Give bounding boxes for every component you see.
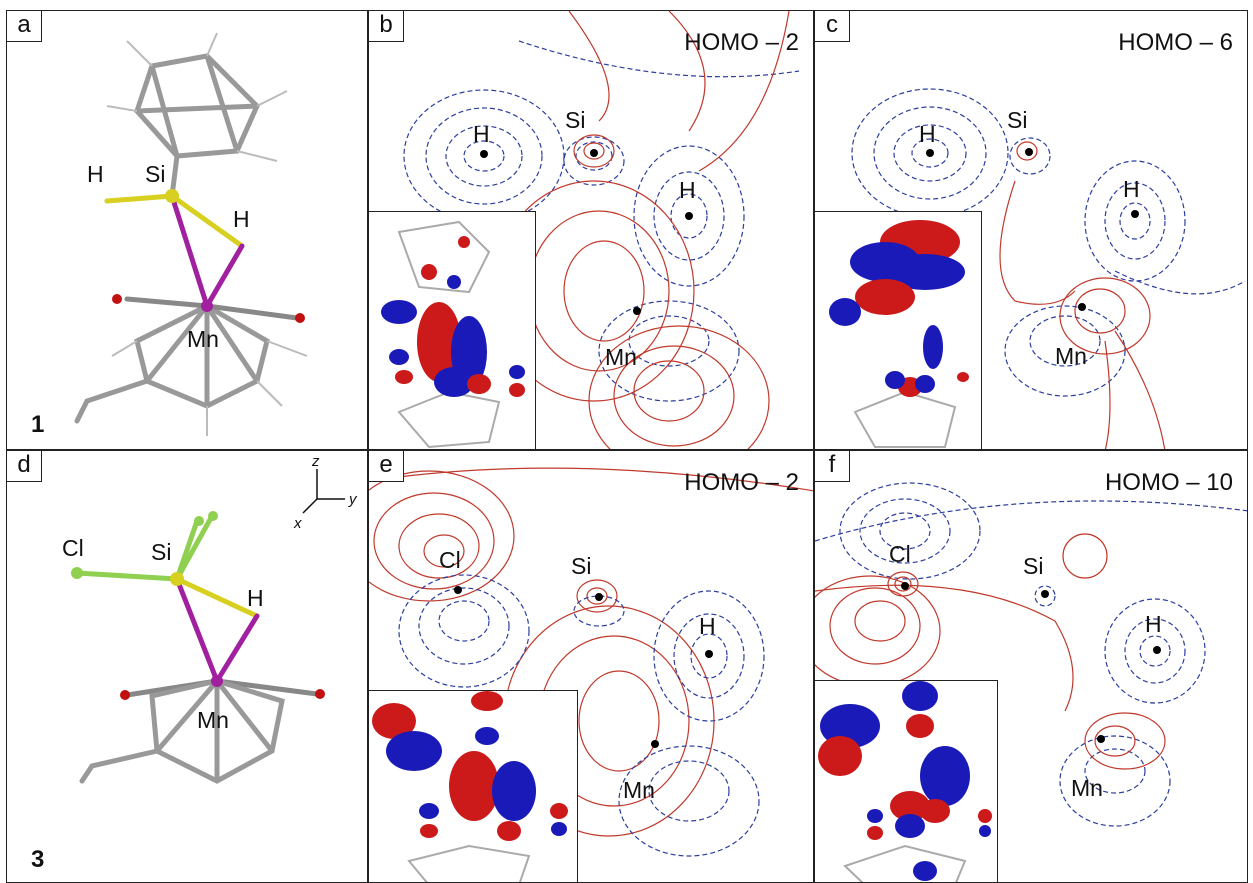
orbital-isosurface-inset <box>815 680 998 882</box>
atom-label-h: H <box>1145 611 1162 637</box>
panel-label: b <box>369 11 404 42</box>
panel-e: e HOMO – 2 Cl Si H Mn <box>368 450 814 883</box>
axis-label-y: y <box>349 491 357 508</box>
panel-label: c <box>815 11 850 42</box>
panel-d: d z y x Cl Si H Mn 3 <box>6 450 368 883</box>
axis-label-x: x <box>294 515 302 532</box>
atom-label-si: Si <box>145 161 166 187</box>
panel-label: d <box>7 451 42 482</box>
molecule-structure-1 <box>74 32 308 436</box>
panel-f: f HOMO – 10 Cl Si H Mn <box>814 450 1248 883</box>
atom-label-cl: Cl <box>62 535 84 561</box>
atom-label-h2: H <box>679 177 696 203</box>
atom-label-h1: H <box>473 121 490 147</box>
atom-label-mn: Mn <box>1055 343 1087 369</box>
compound-number: 1 <box>31 411 45 438</box>
panel-b: b HOMO – 2 H Si H Mn <box>368 10 814 450</box>
orbital-isosurface-inset <box>369 211 536 449</box>
orbital-isosurface-inset <box>369 690 578 882</box>
panel-a: a H Si H Mn 1 <box>6 10 368 450</box>
atom-label-mn: Mn <box>197 707 229 733</box>
atom-label-h: H <box>699 613 716 639</box>
panel-label: a <box>7 11 42 42</box>
contour-map <box>815 482 1247 827</box>
atom-label-mn: Mn <box>623 777 655 803</box>
orbital-isosurface-inset <box>815 211 982 449</box>
atom-label-mn: Mn <box>187 326 219 352</box>
orbital-title: HOMO – 10 <box>1104 469 1233 496</box>
panel-label: e <box>369 451 404 482</box>
atom-label-h2: H <box>233 206 250 232</box>
atom-label-mn: Mn <box>1071 775 1103 801</box>
atom-label-h1: H <box>87 161 104 187</box>
atom-label-cl: Cl <box>439 547 461 573</box>
atom-label-si: Si <box>1023 553 1044 579</box>
atom-label-h1: H <box>919 121 936 147</box>
atom-label-si: Si <box>1007 107 1028 133</box>
molecule-structure-3 <box>71 469 345 784</box>
panel-c: c HOMO – 6 H Si H Mn <box>814 10 1248 450</box>
atom-label-h2: H <box>1123 176 1140 202</box>
atom-label-cl: Cl <box>889 541 911 567</box>
orbital-title: HOMO – 2 <box>684 469 799 496</box>
atom-label-h: H <box>247 585 264 611</box>
atom-label-si: Si <box>571 553 592 579</box>
contour-map <box>851 88 1246 449</box>
axis-label-z: z <box>312 453 320 470</box>
panel-label: f <box>815 451 850 482</box>
atom-label-si: Si <box>565 107 586 133</box>
contour-map <box>403 11 800 449</box>
orbital-title: HOMO – 2 <box>684 29 799 56</box>
orbital-title: HOMO – 6 <box>1118 29 1233 56</box>
atom-label-mn: Mn <box>605 344 637 370</box>
atom-label-si: Si <box>151 539 172 565</box>
compound-number: 3 <box>31 846 45 873</box>
